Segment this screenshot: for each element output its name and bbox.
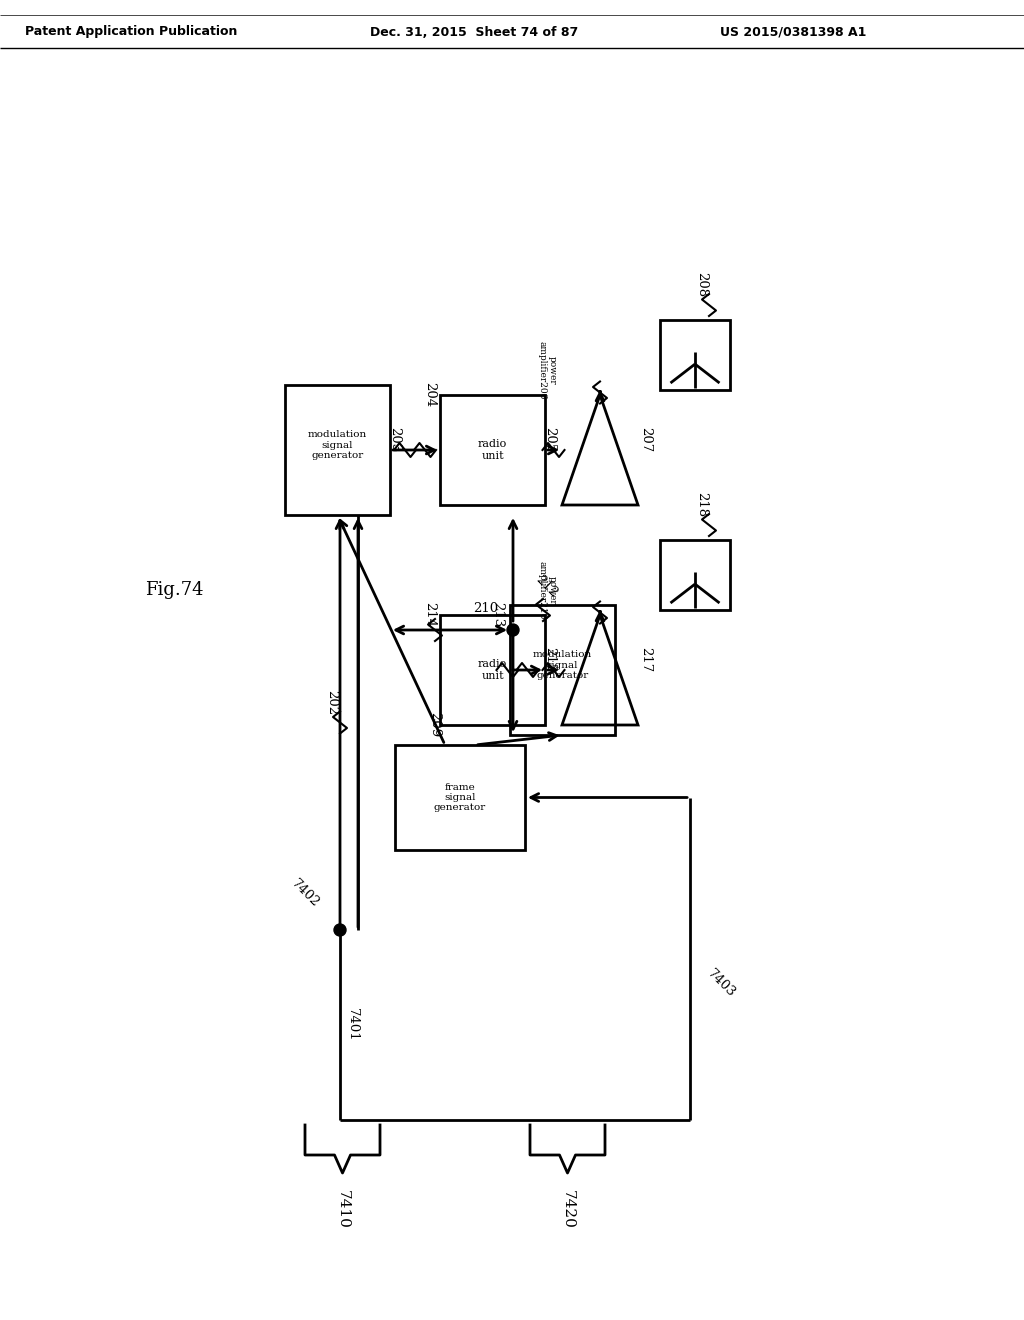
Text: power
amplifier206: power amplifier206 xyxy=(538,341,557,399)
Circle shape xyxy=(334,924,346,936)
Bar xyxy=(440,395,545,506)
Circle shape xyxy=(507,624,519,636)
Text: radio
unit: radio unit xyxy=(478,659,507,681)
Text: Fig.74: Fig.74 xyxy=(145,581,204,599)
Text: Patent Application Publication: Patent Application Publication xyxy=(25,25,238,38)
Text: 217: 217 xyxy=(640,647,652,673)
Text: radio
unit: radio unit xyxy=(478,440,507,461)
Bar xyxy=(440,615,545,725)
Text: frame
signal
generator: frame signal generator xyxy=(434,783,486,812)
Text: 7410: 7410 xyxy=(336,1191,349,1229)
Bar xyxy=(660,540,730,610)
Text: 214: 214 xyxy=(424,602,436,627)
Text: 7403: 7403 xyxy=(705,968,738,1001)
Text: power
amplifier216: power amplifier216 xyxy=(538,561,557,619)
Text: US 2015/0381398 A1: US 2015/0381398 A1 xyxy=(720,25,866,38)
Bar xyxy=(395,744,525,850)
Bar xyxy=(510,605,615,735)
Text: 215: 215 xyxy=(544,647,556,673)
Text: 204: 204 xyxy=(424,383,436,408)
Text: Dec. 31, 2015  Sheet 74 of 87: Dec. 31, 2015 Sheet 74 of 87 xyxy=(370,25,579,38)
Text: 7420: 7420 xyxy=(560,1191,574,1229)
Text: modulation
signal
generator: modulation signal generator xyxy=(308,430,368,459)
Text: 7402: 7402 xyxy=(289,876,322,909)
Text: 203: 203 xyxy=(388,428,401,453)
Text: 208: 208 xyxy=(695,272,709,297)
Text: 210: 210 xyxy=(473,602,498,615)
Text: 205: 205 xyxy=(544,428,556,453)
Text: modulation
signal
generator: modulation signal generator xyxy=(532,651,592,680)
Text: 209: 209 xyxy=(428,713,441,738)
Text: 212: 212 xyxy=(534,573,560,601)
Text: 207: 207 xyxy=(640,428,652,453)
Text: 202: 202 xyxy=(326,690,339,715)
Text: 213: 213 xyxy=(492,602,505,627)
Bar xyxy=(285,385,390,515)
Bar xyxy=(660,319,730,389)
Text: 218: 218 xyxy=(695,492,709,517)
Text: 7401: 7401 xyxy=(345,1008,358,1041)
